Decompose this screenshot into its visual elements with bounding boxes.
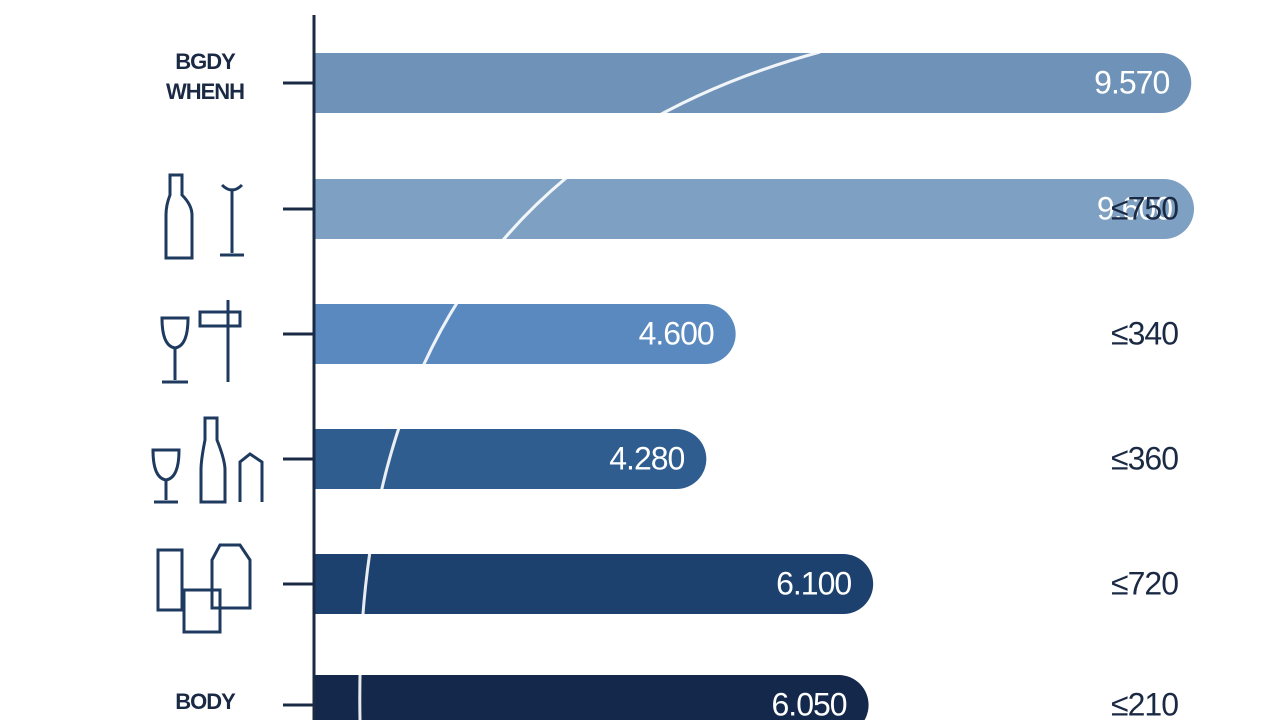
- annotation: ≤340: [1111, 315, 1178, 351]
- value-label: 4.280: [609, 440, 684, 476]
- icons: [151, 173, 264, 634]
- category-label: BGDY WHENH: [165, 49, 245, 104]
- value-label: 6.050: [772, 686, 847, 720]
- decorative-arc: [358, 50, 821, 720]
- value-label: 4.600: [639, 315, 714, 351]
- value-label: 9.570: [1094, 64, 1169, 100]
- bar: [314, 179, 1194, 239]
- annotation: ≤360: [1111, 440, 1178, 476]
- bar: [314, 675, 869, 720]
- bar: [313, 304, 736, 364]
- annotation: ≤720: [1111, 565, 1178, 601]
- bar: [314, 429, 707, 489]
- bar: [314, 53, 1192, 113]
- bar: [314, 554, 874, 614]
- annotation: ≤750: [1111, 190, 1178, 226]
- category-label: BODY: [175, 689, 236, 714]
- annotation: ≤210: [1111, 686, 1178, 720]
- value-label: 9.600: [1097, 190, 1172, 226]
- value-label: 6.100: [776, 565, 851, 601]
